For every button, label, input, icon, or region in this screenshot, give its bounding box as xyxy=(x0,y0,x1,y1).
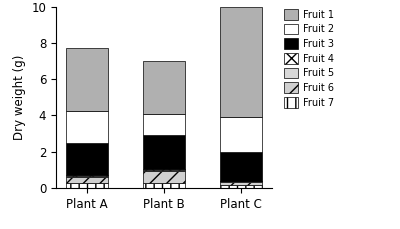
Bar xyxy=(220,180,262,181)
Bar xyxy=(66,48,108,111)
Bar xyxy=(220,152,262,180)
Bar xyxy=(143,170,185,172)
Bar xyxy=(220,117,262,152)
Bar xyxy=(143,114,185,135)
Bar xyxy=(66,177,108,183)
Bar xyxy=(66,183,108,188)
Bar xyxy=(220,7,262,117)
Bar xyxy=(143,172,185,183)
Bar xyxy=(143,169,185,170)
Bar xyxy=(220,181,262,182)
Bar xyxy=(66,143,108,175)
Bar xyxy=(220,182,262,185)
Bar xyxy=(143,135,185,169)
Bar xyxy=(66,111,108,143)
Y-axis label: Dry weight (g): Dry weight (g) xyxy=(13,55,26,140)
Legend: Fruit 1, Fruit 2, Fruit 3, Fruit 4, Fruit 5, Fruit 6, Fruit 7: Fruit 1, Fruit 2, Fruit 3, Fruit 4, Frui… xyxy=(283,8,335,109)
Bar xyxy=(143,61,185,114)
Bar xyxy=(143,183,185,188)
Bar xyxy=(66,176,108,177)
Bar xyxy=(220,185,262,188)
Bar xyxy=(66,175,108,176)
